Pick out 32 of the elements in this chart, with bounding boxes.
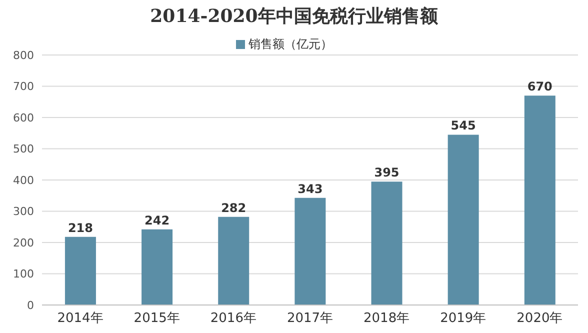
data-label: 545 (450, 118, 476, 133)
bar (142, 229, 173, 305)
y-tick-label: 600 (13, 111, 34, 124)
data-label: 343 (298, 182, 323, 196)
y-tick-label: 500 (13, 142, 34, 156)
y-tick-label: 300 (13, 205, 34, 218)
y-tick-label: 400 (13, 174, 34, 187)
y-tick-label: 200 (13, 236, 34, 250)
data-label: 670 (527, 80, 552, 94)
x-tick-label: 2019年 (440, 311, 486, 326)
x-tick-label: 2018年 (364, 311, 410, 326)
data-label: 242 (144, 213, 170, 228)
data-label: 282 (221, 200, 246, 215)
bar (371, 182, 402, 305)
x-tick-label: 2020年 (516, 311, 563, 326)
legend-label: 销售额（亿元） (248, 37, 332, 51)
bar (524, 96, 556, 305)
x-tick-label: 2014年 (57, 311, 104, 326)
bar (64, 236, 96, 305)
x-tick-label: 2016年 (210, 311, 256, 326)
chart-title: 2014-2020年中国免税行业销售额 (149, 5, 439, 28)
y-tick-label: 100 (13, 268, 34, 281)
y-tick-label: 800 (13, 48, 34, 62)
x-tick-label: 2017年 (286, 311, 334, 326)
data-label: 395 (374, 166, 400, 180)
y-tick-label: 700 (13, 80, 34, 94)
x-tick-label: 2015年 (134, 311, 180, 326)
bar (448, 134, 479, 305)
data-label: 218 (68, 220, 94, 235)
bar (294, 198, 326, 305)
bar (218, 216, 250, 305)
y-tick-label: 0 (27, 298, 34, 312)
